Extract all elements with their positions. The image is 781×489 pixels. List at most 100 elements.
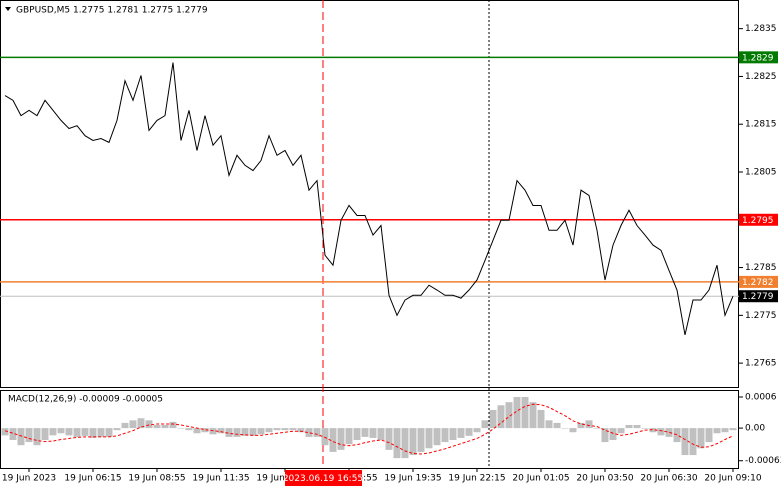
level-label: 1.2779 (742, 292, 774, 302)
macd-bar (617, 428, 625, 434)
macd-bar (201, 428, 209, 433)
x-tick-label: 19 Jun 2023 (2, 474, 56, 484)
macd-bar (305, 428, 313, 437)
macd-bar (473, 428, 481, 433)
macd-bar (681, 428, 689, 456)
macd-bar (513, 396, 521, 429)
macd-bar (329, 428, 337, 452)
macd-bar (89, 428, 97, 438)
macd-bar (641, 428, 649, 429)
macd-bar (337, 428, 345, 450)
y-tick-label: 1.2765 (745, 359, 777, 369)
macd-bar (17, 428, 25, 446)
macd-bar (425, 428, 433, 449)
y-tick-label: 1.2785 (745, 263, 777, 273)
macd-bar (113, 428, 121, 431)
macd-bar (289, 428, 297, 431)
price-panel (0, 0, 739, 388)
macd-bar (585, 420, 593, 429)
macd-bar (81, 428, 89, 436)
macd-bar (441, 428, 449, 443)
macd-bar (593, 428, 601, 429)
macd-bar (265, 428, 273, 433)
macd-bar (345, 428, 353, 445)
macd-bar (385, 428, 393, 450)
macd-bar (649, 428, 657, 433)
x-tick-label: 20 Jun 09:10 (704, 474, 761, 484)
macd-bar (489, 409, 497, 429)
macd-bar (1, 428, 9, 436)
y-tick-label: 1.2835 (745, 24, 777, 34)
crosshair-label-box (285, 470, 362, 486)
macd-bar (633, 424, 641, 429)
macd-bar (721, 428, 729, 433)
macd-bar (161, 424, 169, 429)
macd-bar (665, 428, 673, 437)
macd-bar (97, 428, 105, 437)
macd-bar (609, 428, 617, 441)
macd-bar (457, 428, 465, 438)
macd-bar (361, 428, 369, 437)
level-label-box (739, 51, 778, 64)
macd-bar (713, 428, 721, 434)
macd-bar (497, 405, 505, 429)
macd-bar (657, 428, 665, 436)
macd-bar (377, 428, 385, 441)
macd-bar (169, 421, 177, 429)
macd-bar (625, 424, 633, 429)
macd-bar (561, 428, 569, 429)
macd-bar (65, 428, 73, 436)
level-label-box (739, 213, 778, 226)
macd-bar (601, 428, 609, 443)
macd-bar (705, 428, 713, 443)
macd-bar (177, 428, 185, 429)
macd-bar (481, 420, 489, 429)
macd-bar (465, 428, 473, 436)
macd-bar (449, 428, 457, 441)
macd-bar (313, 428, 321, 437)
macd-bar (249, 428, 257, 436)
macd-bar (577, 422, 585, 429)
x-tick-label: 20 Jun 03:50 (576, 474, 633, 484)
x-tick-label: 20 Jun 01:05 (512, 474, 569, 484)
macd-bar (273, 428, 281, 431)
level-label: 1.2829 (742, 53, 774, 63)
level-label: 1.2795 (742, 216, 774, 226)
macd-title: MACD(12,26,9) -0.00009 -0.00005 (8, 395, 163, 405)
macd-bar (33, 428, 41, 446)
macd-bar (9, 428, 17, 441)
x-tick-label: 19 Jun 19:35 (384, 474, 441, 484)
x-tick-label: 19 Jun 22:15 (448, 474, 505, 484)
macd-bar (281, 428, 289, 431)
chart-title: GBPUSD,M5 1.2775 1.2781 1.2775 1.2779 (16, 6, 208, 16)
price-line (4, 62, 734, 336)
macd-bar (369, 428, 377, 438)
macd-bar (49, 428, 57, 436)
macd-bar (401, 428, 409, 459)
macd-bar (417, 428, 425, 452)
macd-bar (217, 428, 225, 434)
macd-bar (537, 409, 545, 429)
macd-bar (225, 428, 233, 437)
x-tick-label: 19 Jun 11:35 (192, 474, 249, 484)
macd-bar (25, 428, 33, 443)
macd-bar (57, 428, 65, 434)
macd-bar (409, 428, 417, 456)
macd-bar (185, 428, 193, 431)
signal-line (4, 403, 734, 455)
y-tick-label: 1.2805 (745, 168, 777, 178)
macd-bar (521, 396, 529, 429)
macd-bar (105, 428, 113, 437)
macd-bar (393, 428, 401, 459)
macd-bar (41, 428, 49, 441)
macd-bar (209, 428, 217, 435)
macd-bar (673, 428, 681, 443)
macd-bar (129, 420, 137, 429)
y-tick-label: -0.00063 (745, 456, 781, 466)
macd-bar (433, 428, 441, 446)
y-tick-label: 1.2815 (745, 120, 777, 130)
x-tick-label: 19 Jun 06:15 (64, 474, 121, 484)
macd-bar (689, 428, 697, 456)
level-label-box (739, 290, 778, 303)
